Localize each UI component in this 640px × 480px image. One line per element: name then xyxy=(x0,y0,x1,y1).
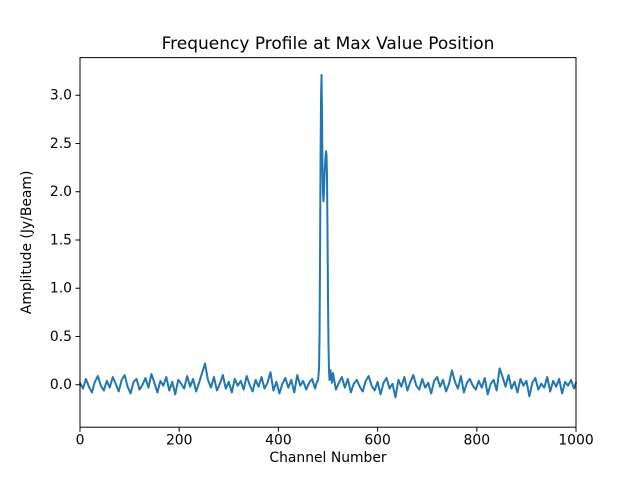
chart-title: Frequency Profile at Max Value Position xyxy=(162,34,495,54)
y-tick-label: 1.0 xyxy=(50,281,72,297)
y-tick-label: 3.0 xyxy=(50,88,72,104)
x-tick-label: 200 xyxy=(166,433,193,449)
x-tick-label: 600 xyxy=(364,433,391,449)
x-tick-label: 0 xyxy=(76,433,85,449)
y-tick-label: 2.0 xyxy=(50,184,72,200)
x-axis-ticks: 0 200 400 600 800 1000 xyxy=(76,427,594,449)
plot-border xyxy=(79,57,577,428)
x-axis-label: Channel Number xyxy=(269,450,387,466)
x-tick-label: 400 xyxy=(265,433,292,449)
y-axis-label: Amplitude (Jy/Beam) xyxy=(19,171,35,315)
plot-area: 0 200 400 600 800 1000 0.0 0.5 1.0 1.5 2.0 2.5 3.0 xyxy=(50,57,594,449)
y-tick-label: 2.5 xyxy=(50,136,72,152)
y-tick-label: 0.5 xyxy=(50,329,72,345)
y-tick-label: 0.0 xyxy=(50,377,72,393)
profile-line xyxy=(79,73,577,399)
x-tick-label: 1000 xyxy=(558,433,593,449)
x-tick-label: 800 xyxy=(464,433,491,449)
y-axis-ticks: 0.0 0.5 1.0 1.5 2.0 2.5 3.0 xyxy=(50,88,80,393)
y-tick-label: 1.5 xyxy=(50,232,72,248)
